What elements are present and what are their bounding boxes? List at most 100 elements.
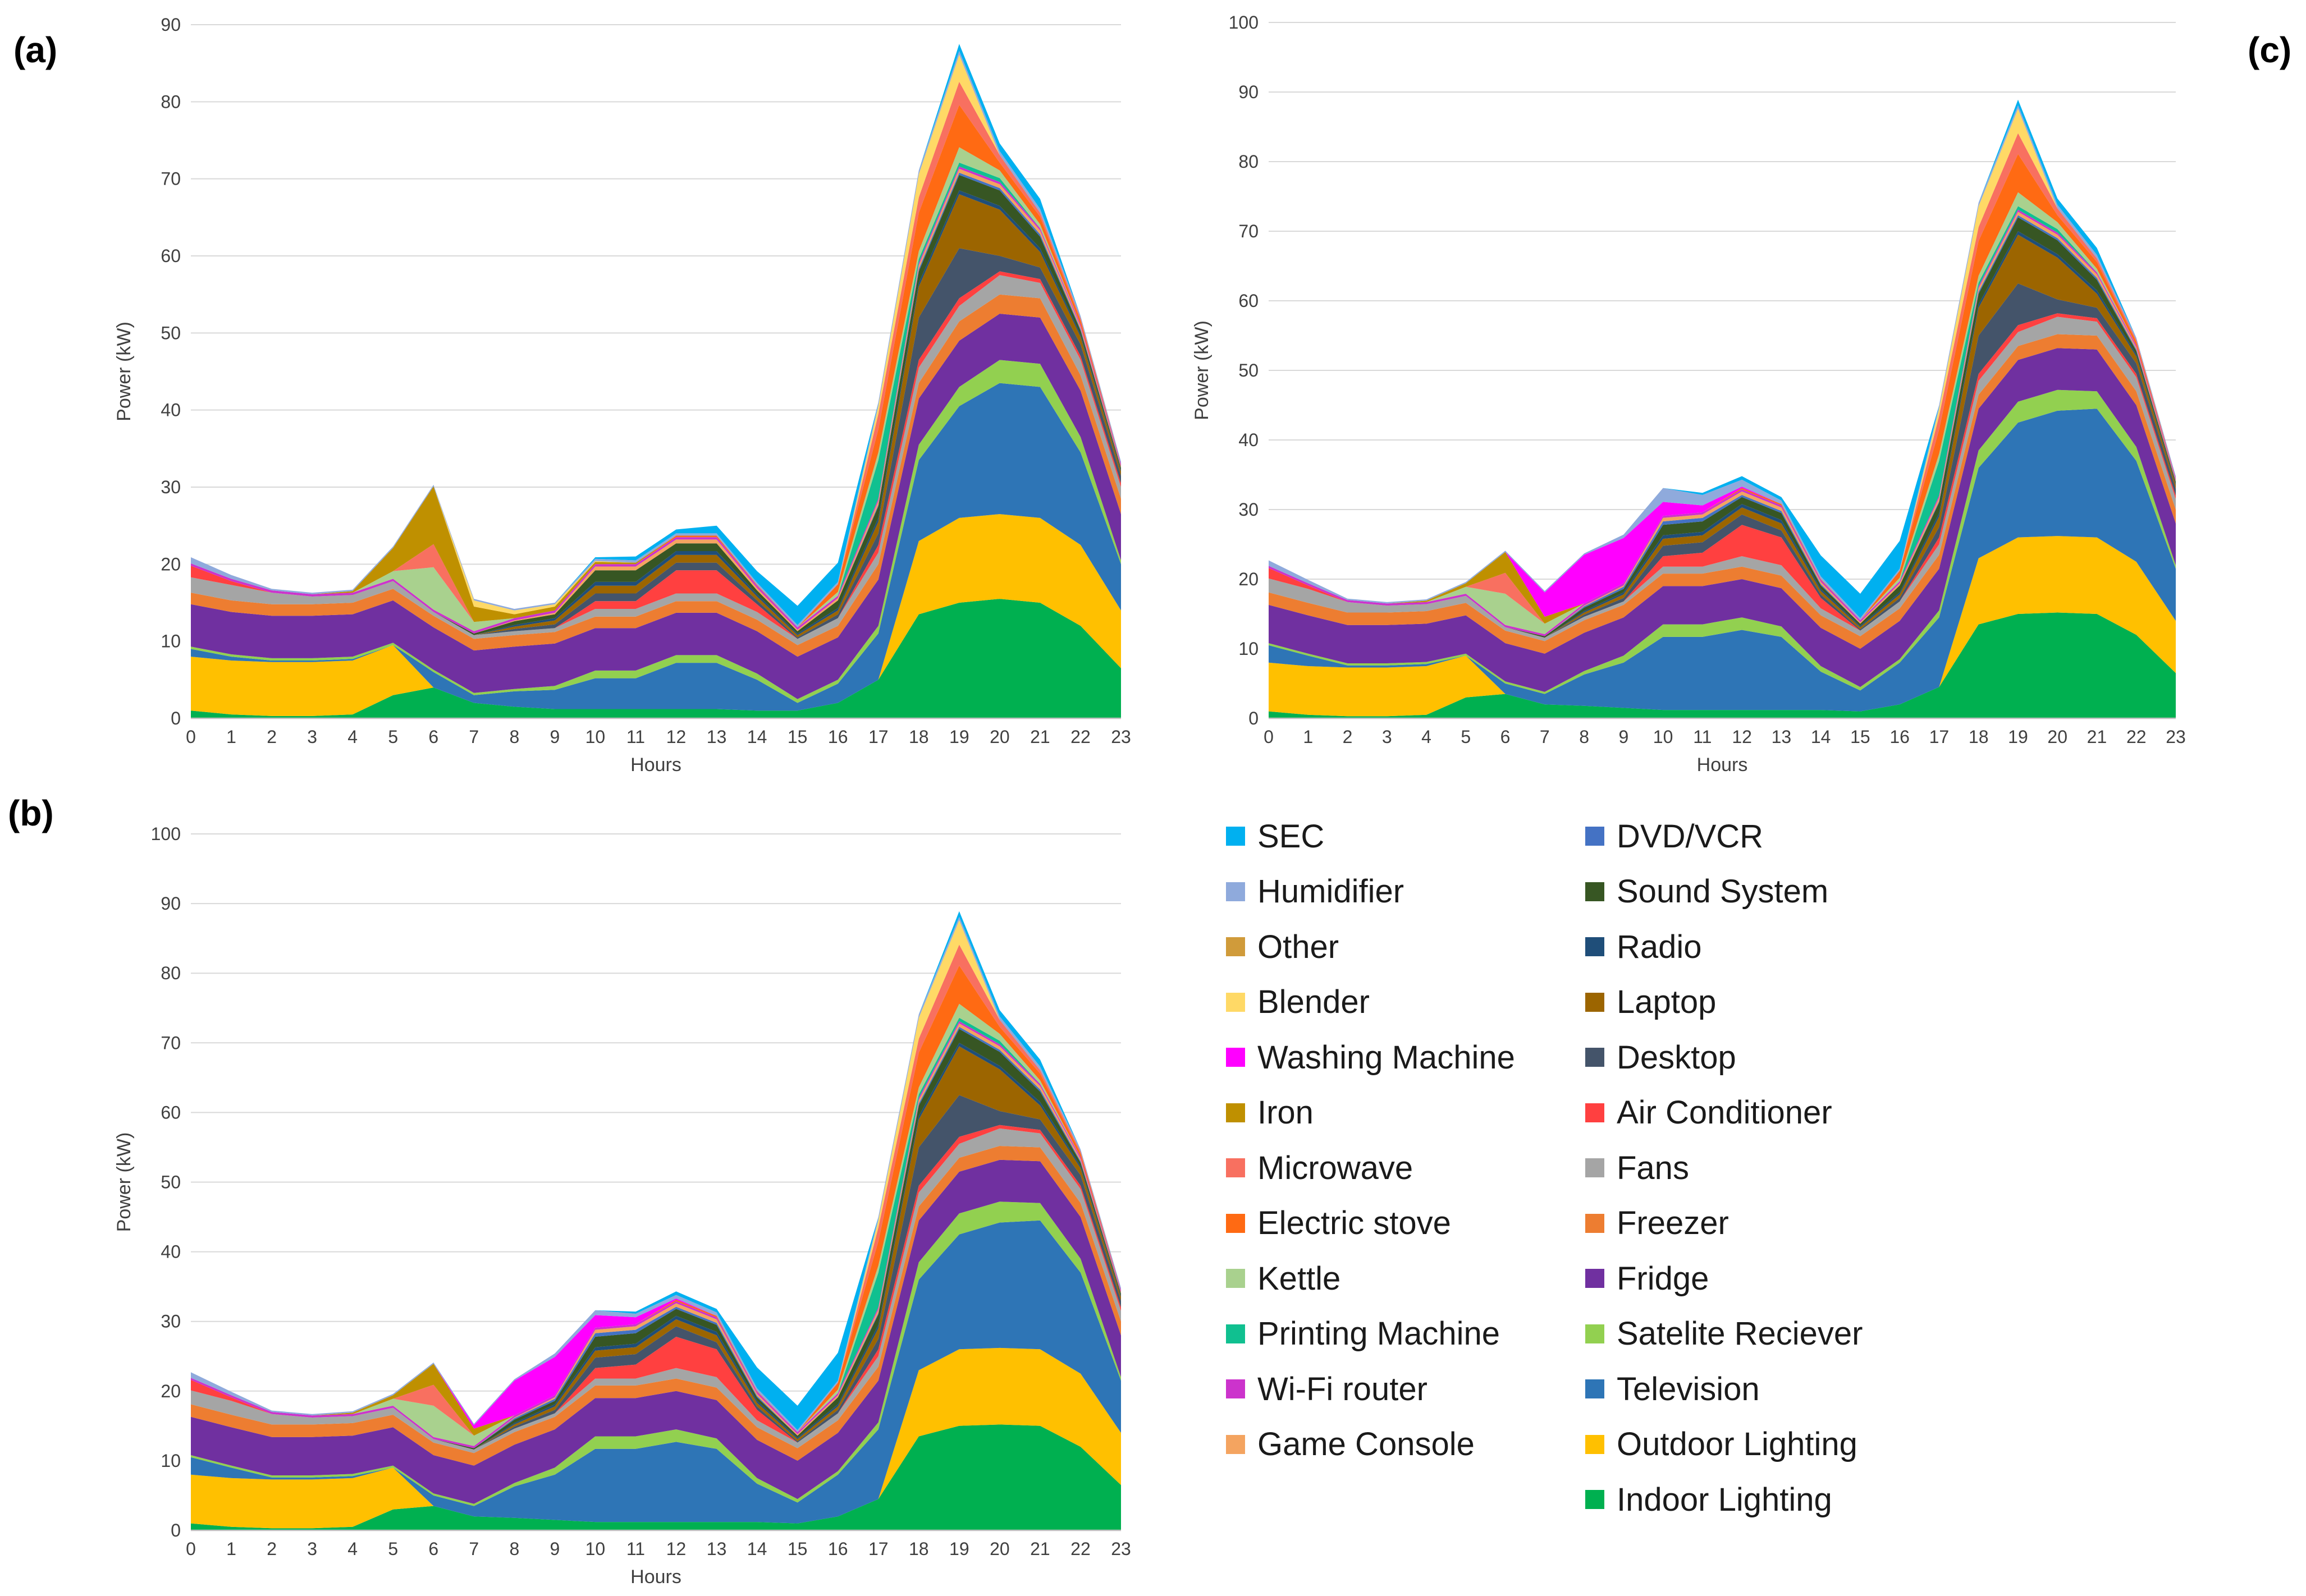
legend-label: Wi-Fi router bbox=[1257, 1370, 1427, 1407]
legend-item: Other bbox=[1226, 921, 1339, 972]
y-tick-label: 80 bbox=[1238, 152, 1259, 172]
x-tick-label: 17 bbox=[868, 727, 889, 747]
area-series-satelite-reciever bbox=[1269, 389, 2176, 694]
x-tick-label: 9 bbox=[1618, 727, 1628, 747]
y-tick-label: 100 bbox=[1229, 12, 1259, 33]
y-tick-label: 0 bbox=[171, 708, 181, 728]
legend-item: Kettle bbox=[1226, 1253, 1340, 1304]
x-tick-label: 0 bbox=[186, 1539, 196, 1559]
y-tick-label: 80 bbox=[161, 91, 181, 112]
x-tick-label: 17 bbox=[1929, 727, 1950, 747]
legend-item: SEC bbox=[1226, 811, 1324, 861]
x-axis-title: Hours bbox=[630, 754, 681, 776]
y-tick-label: 60 bbox=[1238, 291, 1259, 311]
x-tick-label: 20 bbox=[2047, 727, 2067, 747]
x-tick-label: 8 bbox=[509, 727, 519, 747]
legend-swatch bbox=[1585, 1490, 1604, 1509]
area-series-outdoor-lighting bbox=[191, 1347, 1121, 1529]
y-tick-label: 70 bbox=[161, 169, 181, 189]
legend-label: Freezer bbox=[1617, 1205, 1729, 1241]
legend-item: Electric stove bbox=[1226, 1198, 1451, 1249]
x-tick-label: 9 bbox=[550, 727, 560, 747]
area-series-satelite-reciever bbox=[191, 1201, 1121, 1506]
legend-label: Microwave bbox=[1257, 1149, 1413, 1186]
x-tick-label: 15 bbox=[788, 727, 808, 747]
x-tick-label: 18 bbox=[909, 727, 929, 747]
legend-label: Iron bbox=[1257, 1094, 1314, 1131]
y-tick-label: 90 bbox=[161, 893, 181, 914]
area-series-indoor-lighting bbox=[191, 1424, 1121, 1530]
legend-item: Fridge bbox=[1585, 1253, 1709, 1304]
x-tick-label: 5 bbox=[388, 727, 398, 747]
x-tick-label: 9 bbox=[550, 1539, 560, 1559]
legend: SEC Humidifier Other Blender Washing Machine… bbox=[1226, 811, 1956, 1524]
legend-item: Television bbox=[1585, 1364, 1760, 1414]
legend-swatch bbox=[1585, 1158, 1604, 1177]
area-series-indoor-lighting bbox=[191, 599, 1121, 718]
legend-item: Indoor Lighting bbox=[1585, 1474, 1832, 1525]
x-tick-label: 16 bbox=[828, 727, 848, 747]
legend-swatch bbox=[1226, 1379, 1245, 1398]
x-tick-label: 6 bbox=[1500, 727, 1511, 747]
x-tick-label: 13 bbox=[707, 727, 727, 747]
legend-swatch bbox=[1585, 1048, 1604, 1067]
legend-label: Fridge bbox=[1617, 1260, 1709, 1297]
x-tick-label: 1 bbox=[1303, 727, 1313, 747]
area-series-fans bbox=[1269, 317, 2176, 641]
x-axis-title: Hours bbox=[630, 1566, 681, 1588]
x-tick-label: 2 bbox=[267, 1539, 277, 1559]
area-series-fridge bbox=[191, 314, 1121, 699]
legend-item: Laptop bbox=[1585, 977, 1716, 1028]
legend-label: Humidifier bbox=[1257, 873, 1404, 910]
y-tick-label: 70 bbox=[1238, 221, 1259, 241]
x-tick-label: 21 bbox=[2087, 727, 2107, 747]
x-tick-label: 16 bbox=[1889, 727, 1910, 747]
x-tick-label: 20 bbox=[990, 1539, 1010, 1559]
x-tick-label: 7 bbox=[469, 1539, 479, 1559]
x-tick-label: 22 bbox=[1070, 1539, 1091, 1559]
x-tick-label: 3 bbox=[307, 727, 317, 747]
legend-swatch bbox=[1585, 1434, 1604, 1454]
x-tick-label: 13 bbox=[707, 1539, 727, 1559]
legend-swatch bbox=[1585, 1324, 1604, 1343]
x-tick-label: 6 bbox=[428, 727, 438, 747]
y-axis-title: Power (kW) bbox=[113, 322, 135, 421]
x-tick-label: 2 bbox=[1343, 727, 1353, 747]
x-tick-label: 12 bbox=[666, 727, 687, 747]
x-tick-label: 3 bbox=[1382, 727, 1392, 747]
legend-item: Desktop bbox=[1585, 1032, 1736, 1083]
y-axis-title: Power (kW) bbox=[1191, 320, 1213, 420]
legend-swatch bbox=[1585, 1213, 1604, 1233]
legend-swatch bbox=[1585, 1103, 1604, 1122]
x-tick-label: 4 bbox=[1421, 727, 1431, 747]
x-tick-label: 8 bbox=[1579, 727, 1589, 747]
x-tick-label: 12 bbox=[666, 1539, 687, 1559]
x-tick-label: 1 bbox=[226, 727, 236, 747]
legend-swatch bbox=[1585, 1269, 1604, 1288]
y-tick-label: 90 bbox=[1238, 82, 1259, 102]
panel-label-a: (a) bbox=[13, 30, 58, 70]
y-tick-label: 90 bbox=[161, 15, 181, 35]
area-series-outdoor-lighting bbox=[1269, 536, 2176, 717]
y-tick-label: 100 bbox=[151, 824, 181, 844]
legend-swatch bbox=[1226, 937, 1245, 956]
x-tick-label: 4 bbox=[347, 727, 358, 747]
legend-label: Washing Machine bbox=[1257, 1039, 1515, 1076]
x-tick-label: 23 bbox=[1111, 727, 1131, 747]
x-tick-label: 7 bbox=[469, 727, 479, 747]
legend-label: Desktop bbox=[1617, 1039, 1736, 1076]
y-tick-label: 50 bbox=[161, 1172, 181, 1193]
y-tick-label: 50 bbox=[161, 323, 181, 343]
x-tick-label: 10 bbox=[585, 727, 606, 747]
x-tick-label: 23 bbox=[2166, 727, 2186, 747]
legend-swatch bbox=[1226, 1213, 1245, 1233]
legend-swatch bbox=[1226, 1103, 1245, 1122]
legend-item: Iron bbox=[1226, 1088, 1314, 1138]
legend-swatch bbox=[1585, 937, 1604, 956]
legend-label: Satelite Reciever bbox=[1617, 1315, 1863, 1352]
y-tick-label: 80 bbox=[161, 963, 181, 983]
legend-item: Blender bbox=[1226, 977, 1370, 1028]
area-series-television bbox=[1269, 409, 2176, 712]
x-tick-label: 5 bbox=[1461, 727, 1471, 747]
